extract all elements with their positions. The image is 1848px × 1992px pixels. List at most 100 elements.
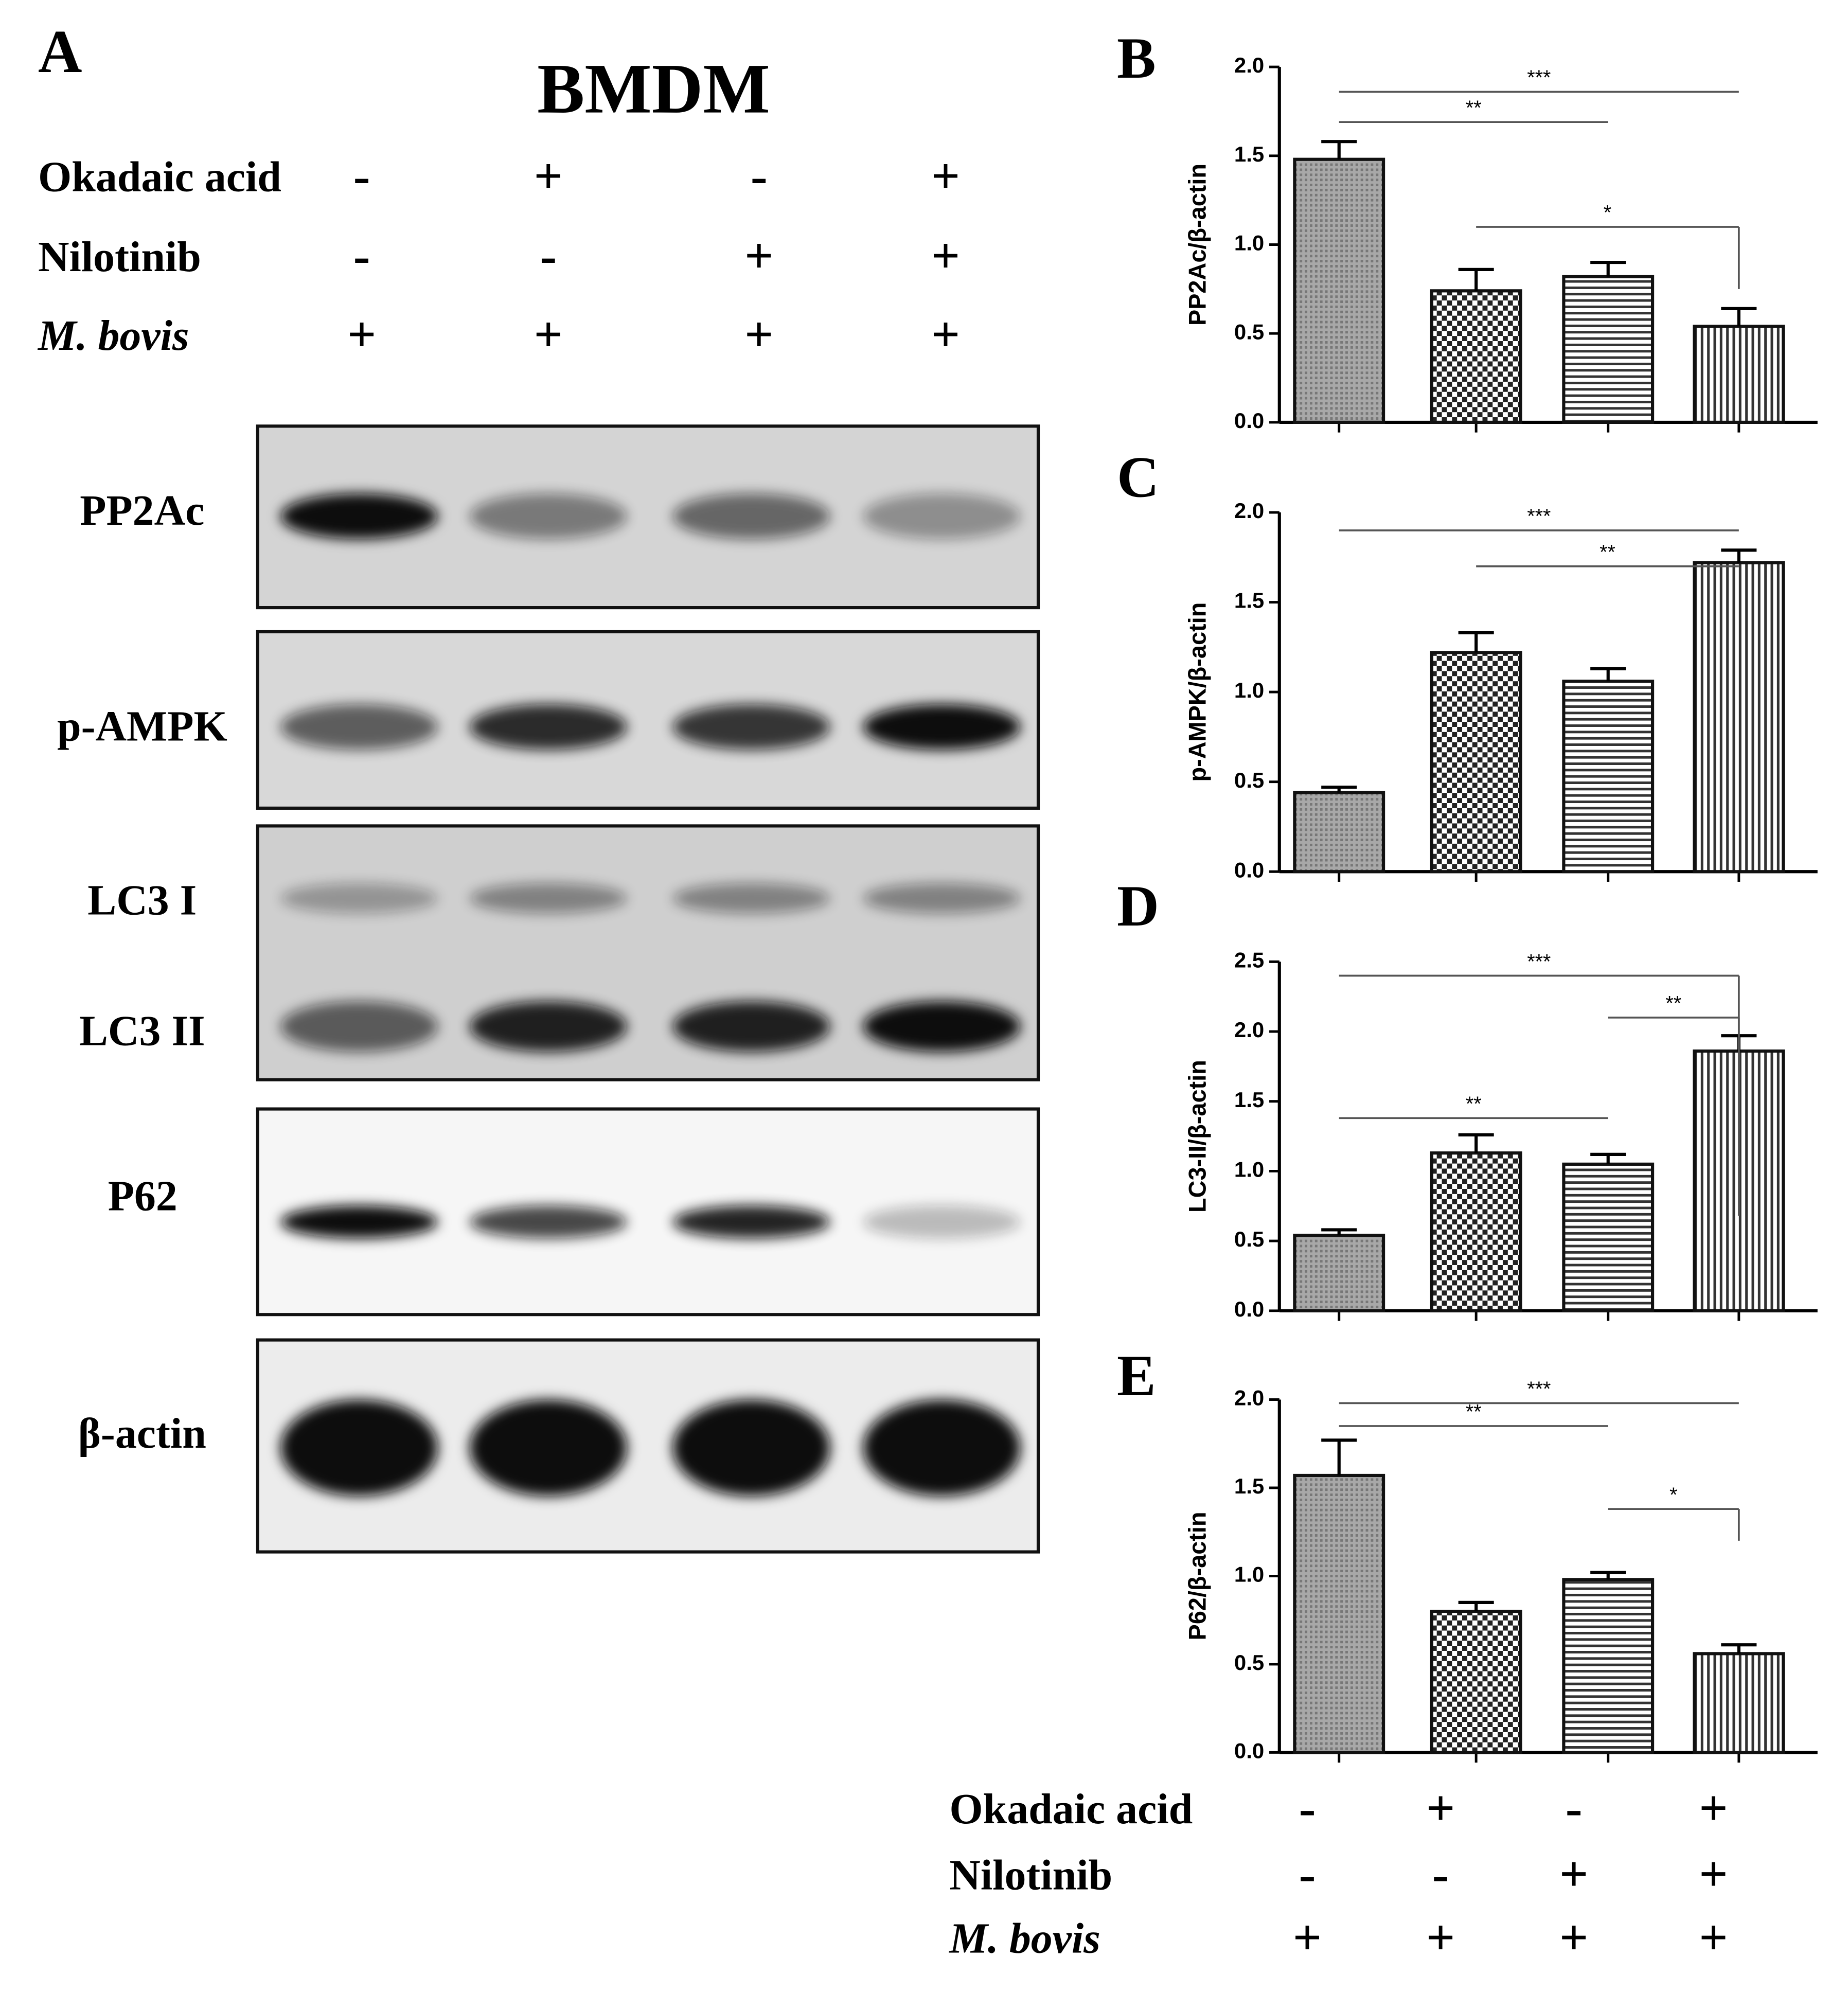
blot-band: [672, 493, 830, 539]
condition-sign: +: [931, 148, 960, 204]
y-tick-label: 2.0: [1234, 1018, 1264, 1042]
bar: [1293, 1473, 1385, 1754]
y-axis-label: p-AMPK/β-actin: [1184, 602, 1211, 782]
blot-band: [863, 883, 1021, 914]
condition-sign: -: [751, 148, 768, 204]
condition-name: Okadaic acid: [38, 153, 281, 201]
error-bar: [1458, 1600, 1494, 1612]
y-tick-label: 1.5: [1234, 1474, 1264, 1498]
y-tick-label: 1.0: [1234, 231, 1264, 255]
y-axis-label: P62/β-actin: [1184, 1511, 1211, 1640]
y-tick-label: 1.0: [1234, 1562, 1264, 1587]
blot-band: [469, 704, 627, 750]
bar: [1693, 325, 1785, 424]
bar: [1562, 680, 1655, 874]
blot-band: [672, 883, 830, 914]
significance-label: *: [1669, 1484, 1677, 1506]
y-tick-label: 0.0: [1234, 408, 1264, 433]
error-bar: [1321, 786, 1357, 793]
significance-label: **: [1466, 1093, 1482, 1115]
condition-sign: -: [353, 148, 370, 204]
bar: [1693, 561, 1785, 874]
y-tick-label: 0.0: [1234, 858, 1264, 882]
condition-sign: +: [534, 307, 563, 363]
blot-band: [672, 1205, 830, 1239]
error-bar: [1321, 140, 1357, 159]
blot-label: LC3 II: [79, 1007, 205, 1055]
y-tick-label: 1.5: [1234, 1088, 1264, 1112]
blot-band: [280, 1001, 438, 1052]
error-bar: [1721, 1643, 1757, 1654]
panel-letter: E: [1117, 1343, 1156, 1408]
panel-title: BMDM: [537, 49, 770, 128]
error-bar: [1458, 631, 1494, 653]
error-bar: [1721, 307, 1757, 327]
condition-sign: +: [1426, 1780, 1455, 1836]
blot-band: [672, 1001, 830, 1052]
blot-band: [672, 1399, 830, 1497]
condition-sign: +: [347, 307, 376, 363]
y-axis-label: PP2Ac/β-actin: [1184, 164, 1211, 326]
bar: [1693, 1652, 1785, 1754]
condition-sign: -: [1432, 1846, 1449, 1902]
panel-letter: A: [38, 17, 82, 85]
condition-sign: -: [1566, 1780, 1583, 1836]
y-tick-label: 1.5: [1234, 589, 1264, 613]
blot-band: [469, 1399, 627, 1497]
condition-sign: -: [1299, 1780, 1316, 1836]
significance-label: *: [1604, 202, 1611, 224]
y-tick-label: 2.0: [1234, 499, 1264, 523]
blot-band: [863, 704, 1021, 750]
blot-band: [672, 704, 830, 750]
condition-sign: -: [1299, 1846, 1316, 1902]
blot-label: PP2Ac: [80, 487, 204, 535]
error-bar: [1721, 548, 1757, 563]
panel-letter: C: [1117, 444, 1159, 509]
y-tick-label: 2.5: [1234, 948, 1264, 972]
blot-band: [280, 1205, 438, 1239]
bar: [1430, 1609, 1522, 1754]
blot-band: [280, 1399, 438, 1497]
condition-sign: +: [1559, 1910, 1588, 1966]
error-bar: [1590, 1152, 1626, 1164]
blot-label: p-AMPK: [57, 703, 227, 751]
y-tick-label: 1.5: [1234, 142, 1264, 166]
condition-name: Nilotinib: [38, 233, 201, 281]
condition-sign: -: [353, 228, 370, 284]
panel-letter: B: [1117, 26, 1156, 91]
condition-sign: +: [744, 228, 773, 284]
significance-label: ***: [1527, 66, 1551, 89]
y-tick-label: 0.5: [1234, 768, 1264, 792]
blot-band: [863, 1205, 1021, 1239]
error-bar: [1458, 1133, 1494, 1153]
y-tick-label: 0.5: [1234, 1227, 1264, 1251]
condition-sign: +: [1293, 1910, 1322, 1966]
significance-label: ***: [1527, 950, 1551, 973]
error-bar: [1590, 1571, 1626, 1580]
condition-sign: +: [1699, 1780, 1728, 1836]
significance-label: **: [1600, 541, 1615, 564]
error-bar: [1590, 667, 1626, 682]
condition-name: M. bovis: [37, 312, 189, 360]
blot-band: [469, 1205, 627, 1239]
blot-band: [280, 704, 438, 750]
y-tick-label: 0.5: [1234, 319, 1264, 344]
y-tick-label: 1.0: [1234, 678, 1264, 702]
condition-name: Okadaic acid: [949, 1785, 1193, 1833]
significance-label: **: [1665, 992, 1681, 1015]
significance-label: **: [1466, 1401, 1482, 1424]
error-bar: [1321, 1228, 1357, 1236]
condition-sign: -: [540, 228, 557, 284]
significance-label: ***: [1527, 1378, 1551, 1400]
bar: [1293, 157, 1385, 424]
significance-label: ***: [1527, 505, 1551, 528]
error-bar: [1590, 260, 1626, 277]
condition-sign: +: [931, 307, 960, 363]
blot-band: [469, 1001, 627, 1052]
y-tick-label: 0.0: [1234, 1738, 1264, 1763]
bar: [1293, 1234, 1385, 1312]
bar: [1430, 1151, 1522, 1312]
condition-sign: +: [1699, 1846, 1728, 1902]
condition-sign: +: [1559, 1846, 1588, 1902]
blot-band: [280, 883, 438, 914]
